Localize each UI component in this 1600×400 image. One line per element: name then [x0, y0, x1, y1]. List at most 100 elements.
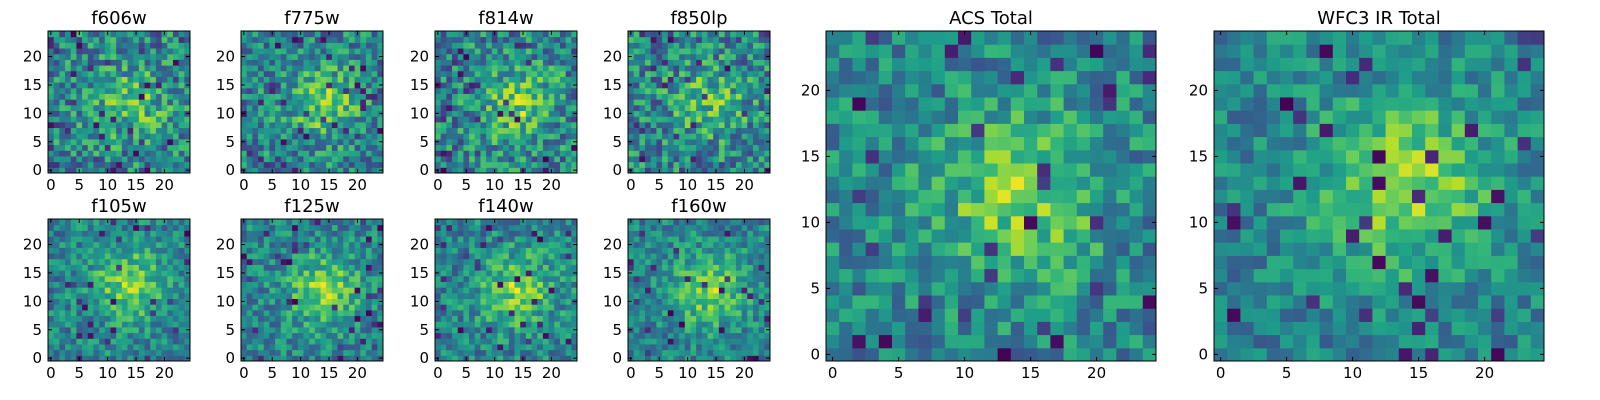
heatmap-cell — [463, 281, 470, 288]
heatmap-cell — [303, 224, 310, 231]
heatmap-cell — [309, 65, 316, 72]
heatmap-cell — [559, 321, 567, 328]
heatmap-cell — [70, 65, 77, 72]
heatmap-cell — [326, 36, 333, 43]
heatmap-cell — [565, 65, 572, 72]
heatmap-cell — [127, 59, 134, 66]
heatmap-cell — [303, 104, 310, 112]
heatmap-cell — [110, 161, 117, 168]
heatmap-cell — [537, 236, 544, 243]
heatmap-cell — [537, 93, 544, 100]
heatmap-cell — [735, 343, 743, 351]
heatmap-cells — [628, 219, 771, 362]
heatmap-cell — [713, 304, 720, 311]
heatmap-cell — [696, 161, 703, 168]
heatmap-cell — [747, 127, 754, 134]
heatmap-cell — [133, 281, 140, 288]
heatmap-cell — [275, 82, 282, 89]
heatmap-cell — [548, 133, 555, 140]
heatmap-cell — [633, 270, 640, 277]
heatmap-cell — [452, 76, 459, 83]
heatmap-cell — [320, 332, 327, 339]
heatmap-cell — [314, 258, 322, 265]
heatmap-cell — [656, 127, 663, 134]
heatmap-cell — [280, 104, 287, 112]
heatmap-cell — [520, 309, 527, 317]
heatmap-cell — [99, 275, 106, 282]
heatmap-cell — [537, 161, 544, 168]
heatmap-cell — [53, 53, 60, 60]
heatmap-cell — [269, 144, 276, 151]
heatmap-cell — [480, 292, 487, 300]
heatmap-cell — [320, 76, 327, 83]
heatmap-cell — [280, 70, 287, 77]
heatmap-cell — [508, 253, 516, 260]
heatmap-cell — [337, 230, 344, 237]
heatmap-cell — [730, 116, 737, 123]
heatmap-cell — [690, 332, 697, 339]
heatmap-cell — [679, 59, 686, 66]
heatmap-cell — [514, 133, 521, 140]
heatmap-cell — [365, 247, 373, 254]
heatmap-cell — [297, 258, 304, 265]
heatmap-cell — [59, 36, 66, 43]
heatmap-cell — [360, 65, 367, 72]
heatmap-cell — [452, 59, 459, 66]
heatmap-cell — [252, 270, 259, 277]
heatmap-cell — [684, 65, 691, 72]
heatmap-cell — [377, 332, 384, 339]
heatmap-cell — [542, 349, 550, 356]
heatmap-cell — [696, 309, 703, 317]
heatmap-cell — [514, 343, 521, 351]
heatmap-cell — [474, 82, 481, 89]
heatmap-cell — [440, 224, 447, 231]
heatmap-cell — [161, 326, 168, 334]
heatmap-cell — [435, 48, 442, 55]
heatmap-cell — [452, 48, 459, 55]
heatmap-cell — [320, 99, 327, 106]
heatmap-cell — [741, 76, 748, 83]
heatmap-cell — [520, 338, 527, 345]
heatmap-cell — [93, 270, 100, 277]
heatmap-cell — [280, 133, 287, 140]
heatmap-cell — [520, 70, 527, 77]
heatmap-cell — [93, 349, 100, 356]
heatmap-cell — [161, 338, 168, 345]
heatmap-cell — [571, 264, 578, 271]
heatmap-cell — [127, 292, 134, 300]
heatmap-cell — [178, 48, 185, 55]
heatmap-cell — [65, 53, 72, 60]
heatmap-cell — [70, 76, 77, 83]
heatmap-cell — [241, 87, 248, 94]
heatmap-cell — [377, 161, 384, 168]
heatmap-cell — [155, 247, 163, 254]
heatmap-cell — [53, 76, 60, 83]
heatmap-cell — [144, 236, 151, 243]
heatmap-cell — [548, 65, 555, 72]
heatmap-cell — [469, 144, 476, 151]
heatmap-cell — [297, 76, 304, 83]
heatmap-cell — [758, 138, 765, 146]
heatmap-cell — [275, 87, 282, 94]
heatmap-cell — [127, 76, 134, 83]
heatmap-cell — [525, 31, 533, 38]
heatmap-cell — [440, 110, 447, 117]
heatmap-cell — [747, 338, 754, 345]
heatmap-cell — [246, 241, 253, 248]
heatmap-cell — [93, 355, 100, 362]
heatmap-cell — [707, 93, 714, 100]
heatmap-cell — [275, 253, 282, 260]
heatmap-cell — [99, 87, 106, 94]
heatmap-cell — [684, 127, 691, 134]
heatmap-cell — [571, 93, 578, 100]
heatmap-cell — [93, 298, 100, 305]
heatmap-cell — [150, 53, 157, 60]
heatmap-cell — [474, 309, 481, 317]
heatmap-cell — [99, 270, 106, 277]
heatmap-cell — [93, 48, 100, 55]
heatmap-cell — [542, 48, 550, 55]
heatmap-cell — [275, 281, 282, 288]
heatmap-cell — [565, 247, 572, 254]
heatmap-cell — [645, 76, 652, 83]
